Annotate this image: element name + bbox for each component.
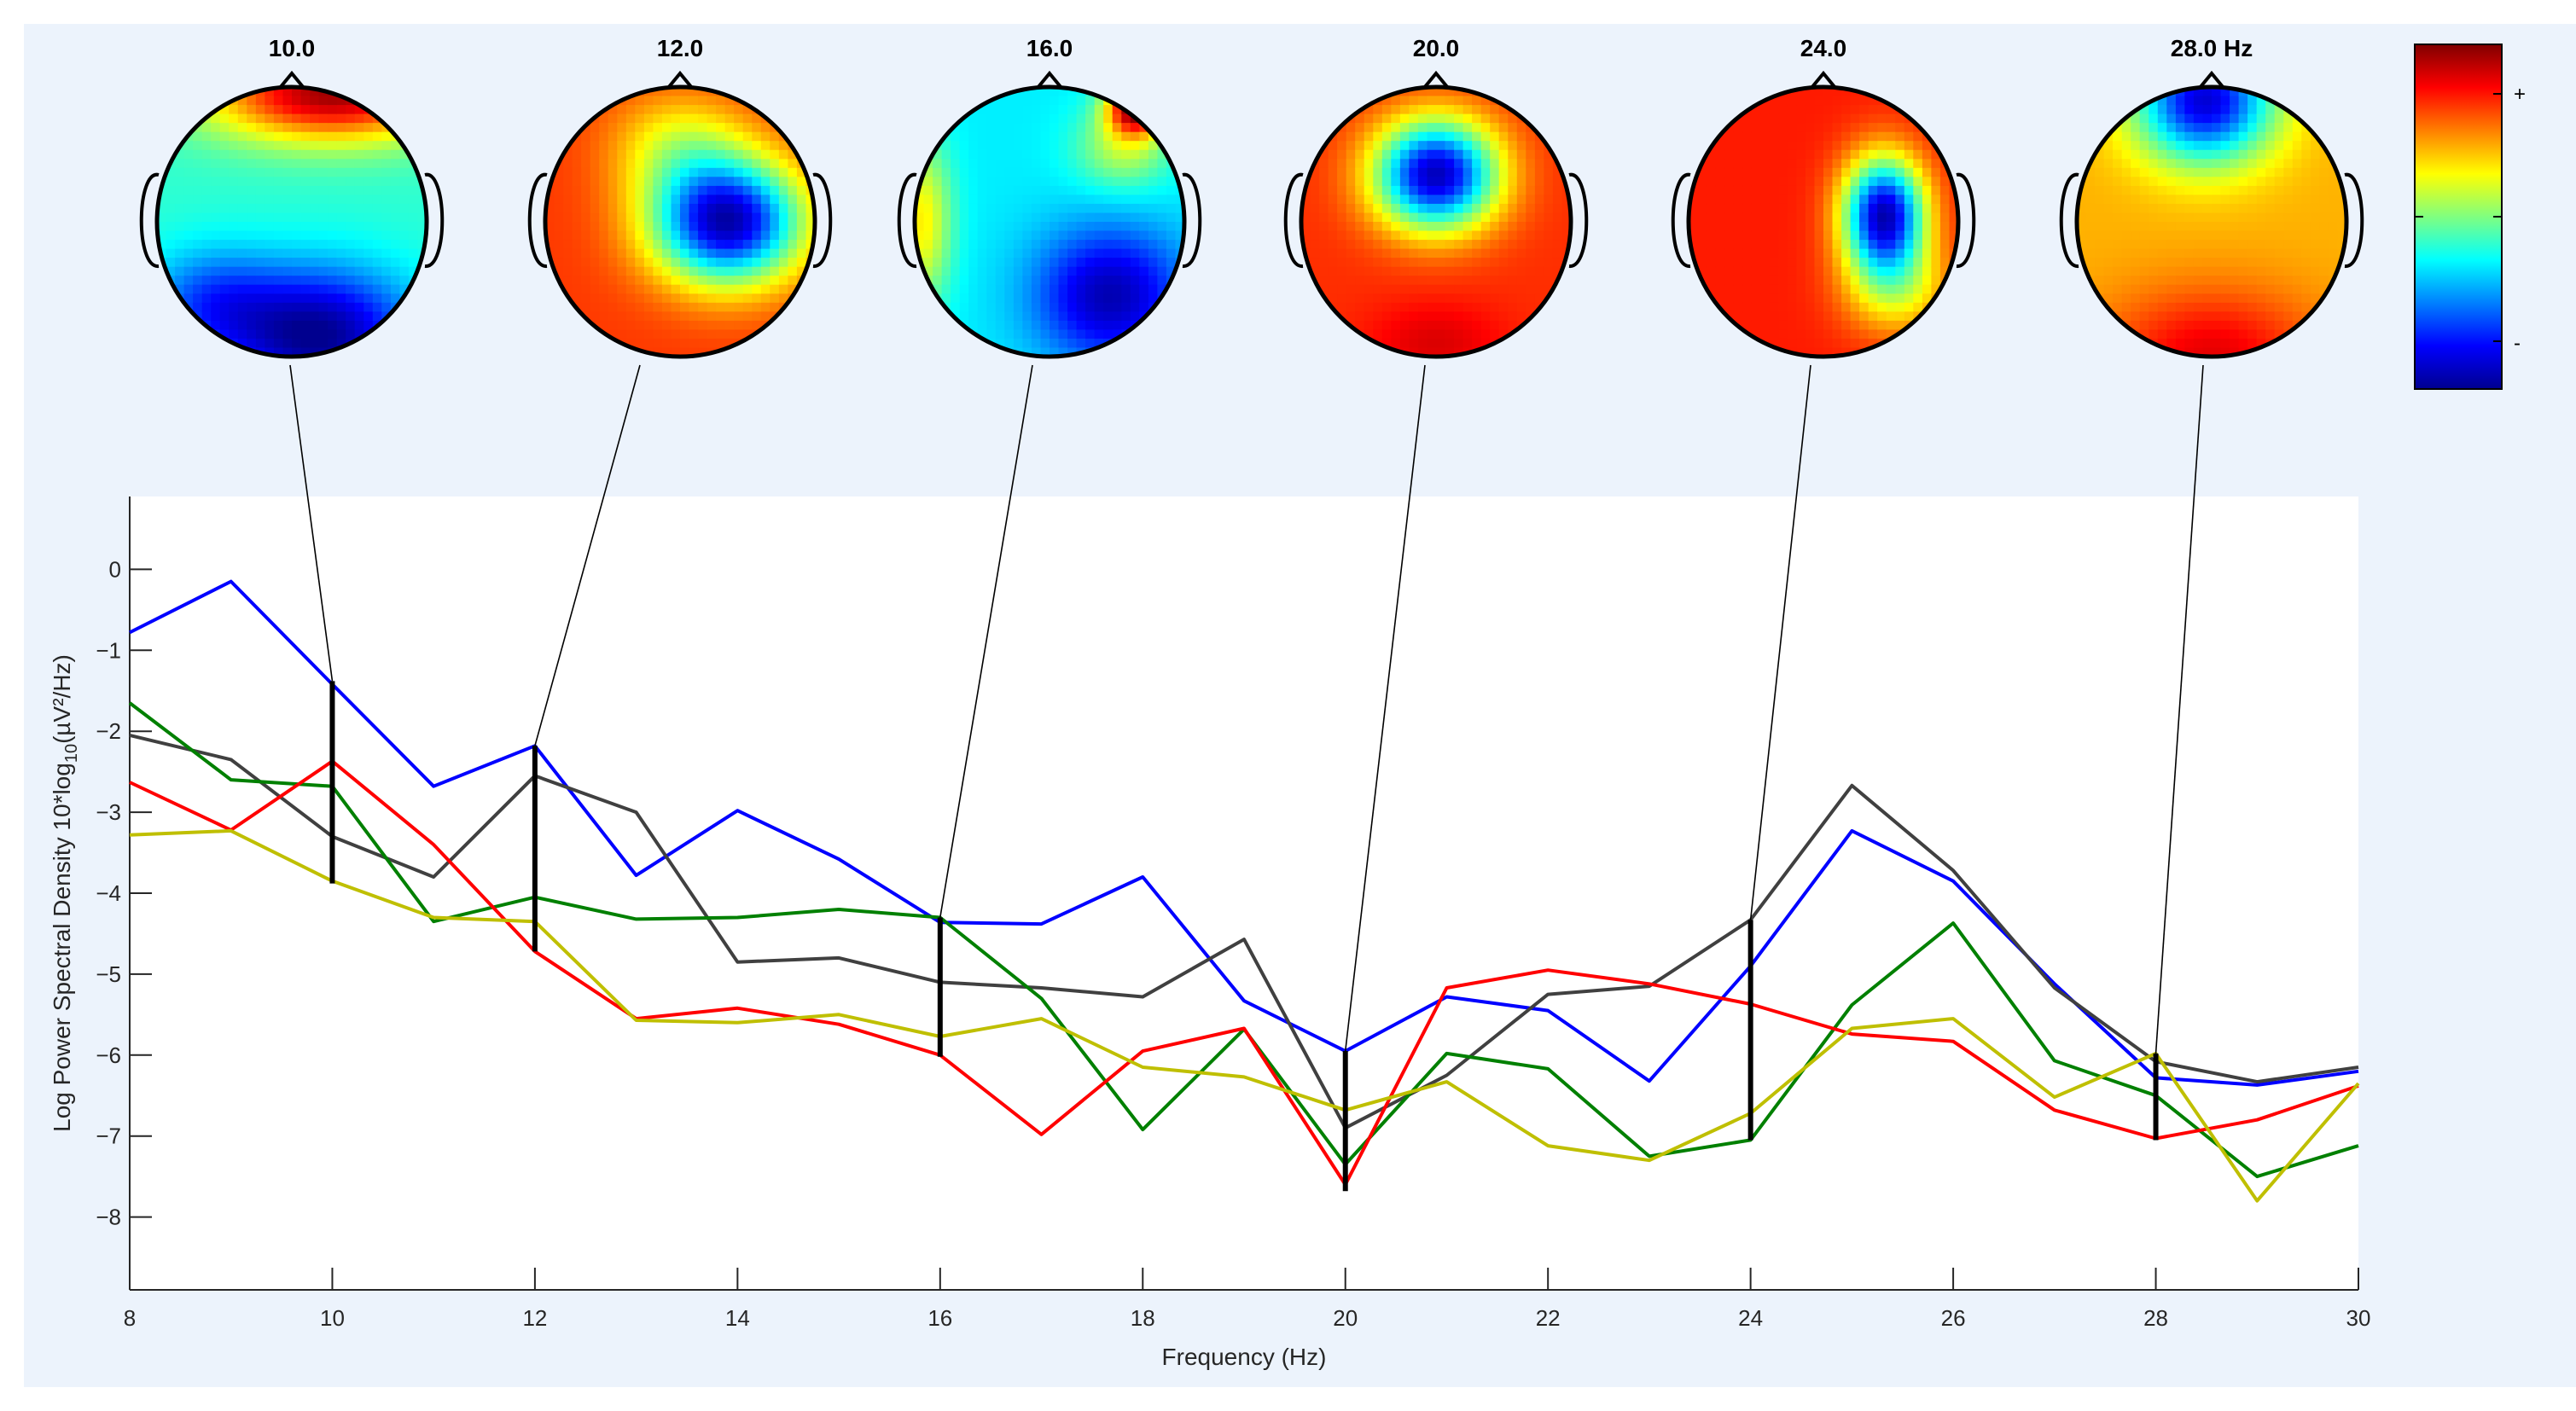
topomap-title: 10.0 xyxy=(269,35,316,61)
left-ear xyxy=(139,172,160,268)
y-tick-label: −4 xyxy=(96,880,121,906)
y-tick-label: −3 xyxy=(96,799,121,825)
x-tick-label: 8 xyxy=(124,1305,136,1331)
connector-line xyxy=(289,364,334,682)
left-ear xyxy=(897,172,917,268)
right-ear xyxy=(2344,172,2364,268)
connector-line xyxy=(1344,364,1426,1052)
left-ear xyxy=(527,172,548,268)
x-tick-label: 26 xyxy=(1941,1305,1966,1331)
right-ear xyxy=(812,172,833,268)
topomap-title: 24.0 xyxy=(1800,35,1847,61)
x-axis-label: Frequency (Hz) xyxy=(1162,1344,1327,1370)
topomap-title: 16.0 xyxy=(1026,35,1073,61)
connector-line xyxy=(1749,364,1811,920)
topomap-title: 28.0 Hz xyxy=(2171,35,2253,61)
y-tick-label: 0 xyxy=(109,556,121,582)
left-ear xyxy=(2059,172,2079,268)
x-tick-label: 22 xyxy=(1536,1305,1561,1331)
nose xyxy=(1036,70,1063,90)
connector-line xyxy=(2154,364,2204,1054)
series-line-yellow xyxy=(129,828,2360,1203)
x-tick-label: 18 xyxy=(1131,1305,1155,1331)
head-outline xyxy=(543,84,817,359)
right-ear xyxy=(1568,172,1589,268)
head-outline xyxy=(1299,84,1573,359)
x-tick-label: 24 xyxy=(1738,1305,1763,1331)
x-tick-label: 28 xyxy=(2143,1305,2168,1331)
colorbar: + - xyxy=(2414,44,2526,390)
topomaps: 10.0 12.0 16.0 20.0 24.0 28.0 Hz xyxy=(139,35,2364,359)
connector-line xyxy=(939,364,1033,918)
head-outline xyxy=(1686,84,1961,359)
axes-background xyxy=(130,496,2358,1290)
x-tick-label: 20 xyxy=(1333,1305,1358,1331)
x-tick-label: 30 xyxy=(2346,1305,2371,1331)
series-line-gray xyxy=(129,733,2359,1130)
nose xyxy=(2198,70,2225,90)
head-outline xyxy=(912,84,1187,359)
right-ear xyxy=(424,172,445,268)
left-ear xyxy=(1671,172,1691,268)
right-ear xyxy=(1956,172,1976,268)
nose xyxy=(1422,70,1450,90)
head-outline xyxy=(154,84,429,359)
nose xyxy=(278,70,305,90)
connector-line xyxy=(534,364,641,746)
topomap-title: 20.0 xyxy=(1413,35,1460,61)
y-tick-label: −8 xyxy=(96,1205,121,1230)
series-line-blue xyxy=(129,579,2359,1087)
x-tick-label: 10 xyxy=(320,1305,345,1331)
head-outline xyxy=(2074,84,2349,359)
colorbar-max-label: + xyxy=(2514,83,2526,106)
series-line-red xyxy=(129,759,2359,1187)
colorbar-gradient xyxy=(2414,44,2503,390)
nose xyxy=(1810,70,1837,90)
topomap-12: 12.0 xyxy=(527,35,833,359)
colorbar-min-label: - xyxy=(2514,332,2521,355)
y-tick-label: −2 xyxy=(96,718,121,744)
x-tick-label: 16 xyxy=(927,1305,952,1331)
nose xyxy=(666,70,694,90)
right-ear xyxy=(1182,172,1202,268)
frequency-markers xyxy=(329,681,2159,1192)
x-tick-label: 12 xyxy=(522,1305,547,1331)
x-tick-label: 14 xyxy=(725,1305,750,1331)
topomap-title: 12.0 xyxy=(657,35,704,61)
psd-series xyxy=(128,579,2360,1203)
y-tick-label: −1 xyxy=(96,637,121,663)
y-tick-label: −5 xyxy=(96,961,121,987)
y-tick-label: −6 xyxy=(96,1042,121,1068)
y-tick-label: −7 xyxy=(96,1124,121,1149)
left-ear xyxy=(1283,172,1304,268)
topomap-connectors xyxy=(289,364,2204,1054)
psd-axes: 8 10 12 14 16 18 20 22 24 26 28 30 0 −1 −2 −3 −4 −5 −6 −7 −8 xyxy=(96,496,2370,1331)
y-axis-label: Log Power Spectral Density 10*log10(µV²/… xyxy=(49,654,81,1132)
